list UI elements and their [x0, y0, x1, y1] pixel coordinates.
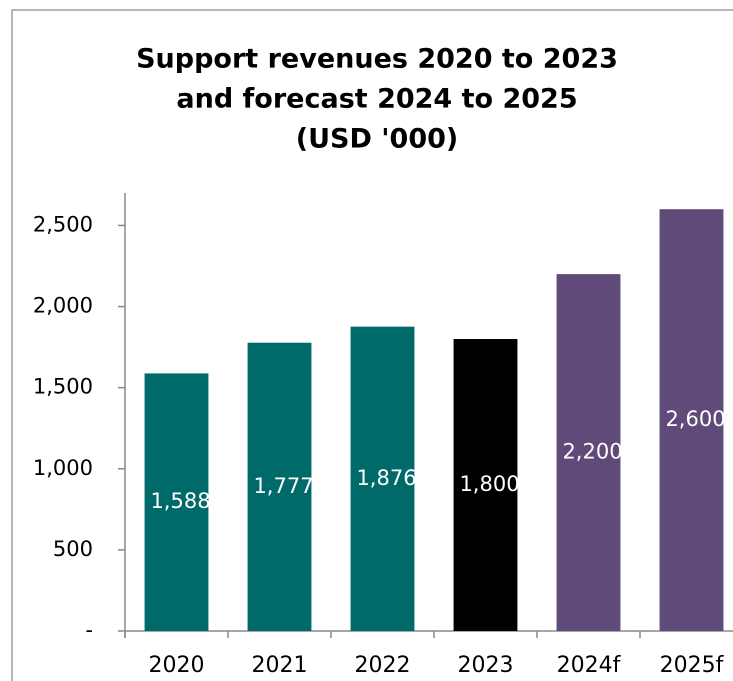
y-tick-label: 1,500: [33, 375, 93, 399]
bar: [453, 339, 518, 631]
data-label: 1,876: [356, 466, 416, 490]
data-label: 2,600: [665, 407, 725, 431]
bar: [556, 274, 621, 631]
data-label: 1,588: [150, 489, 210, 513]
x-tick-label: 2024f: [557, 653, 622, 678]
data-label: 2,200: [562, 440, 622, 464]
y-tick-label: 500: [53, 537, 93, 561]
y-tick-label: -: [85, 618, 93, 642]
chart-title: (USD '000): [296, 124, 459, 155]
bar: [247, 342, 312, 631]
x-tick-label: 2022: [355, 653, 411, 678]
data-label: 1,777: [253, 474, 313, 498]
chart-frame: [11, 9, 733, 681]
bar: [659, 209, 724, 631]
x-tick-label: 2023: [458, 653, 514, 678]
data-label: 1,800: [459, 472, 519, 496]
y-tick-label: 2,500: [33, 212, 93, 236]
y-tick-label: 2,000: [33, 294, 93, 318]
chart-title: and forecast 2024 to 2025: [176, 84, 577, 115]
y-tick-label: 1,000: [33, 456, 93, 480]
x-tick-label: 2025f: [660, 653, 725, 678]
bar: [144, 373, 209, 631]
x-tick-label: 2020: [149, 653, 205, 678]
bar: [350, 326, 415, 631]
chart-title: Support revenues 2020 to 2023: [136, 44, 618, 75]
x-tick-label: 2021: [252, 653, 308, 678]
